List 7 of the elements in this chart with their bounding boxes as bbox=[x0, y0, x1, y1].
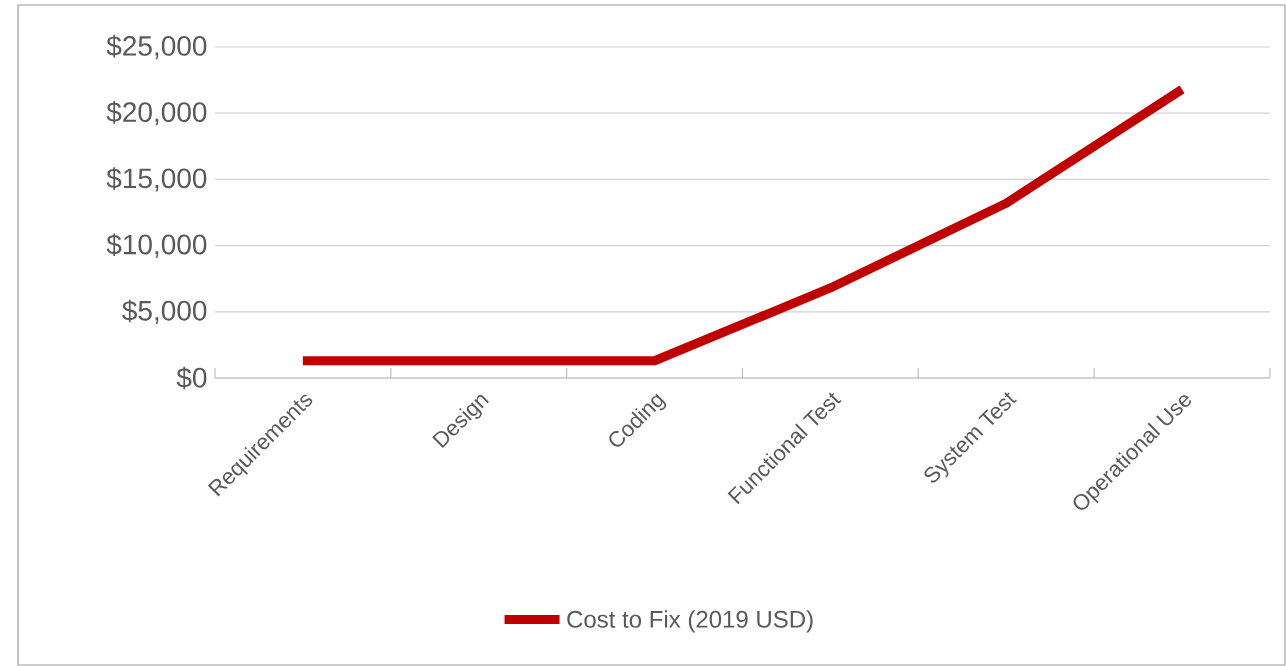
y-tick-label: $25,000 bbox=[106, 34, 207, 60]
y-tick-label: $5,000 bbox=[122, 299, 207, 324]
y-tick-label: $15,000 bbox=[106, 167, 207, 192]
y-tick-label: $0 bbox=[176, 366, 207, 390]
legend-label: Cost to Fix (2019 USD) bbox=[567, 610, 813, 633]
y-tick-label: $20,000 bbox=[106, 101, 207, 126]
y-tick-label: $10,000 bbox=[106, 233, 207, 258]
